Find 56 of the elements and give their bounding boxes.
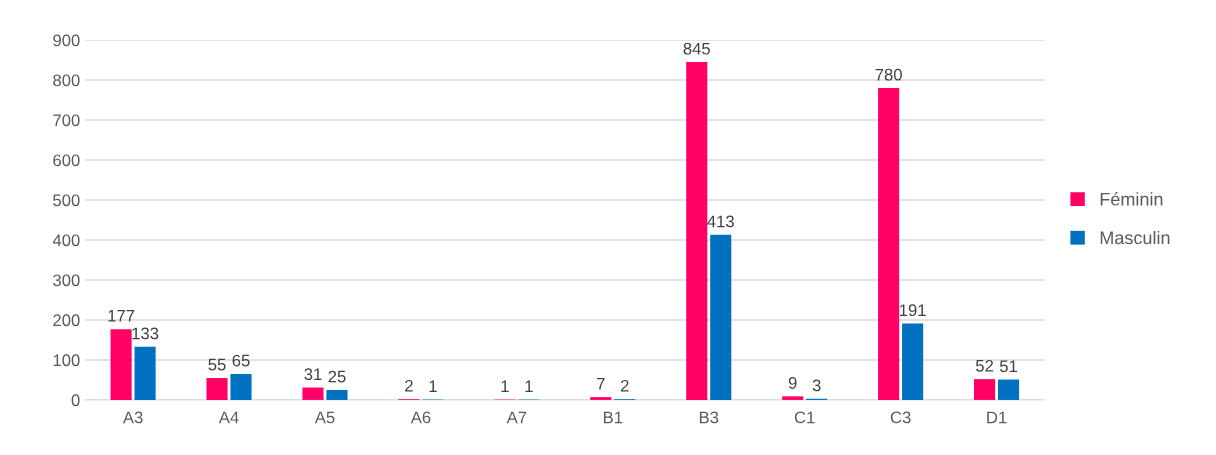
bar: [686, 62, 708, 400]
x-tick-label: D1: [987, 411, 1007, 424]
data-label: 2: [405, 379, 413, 392]
data-label: 3: [812, 379, 821, 392]
data-label: 413: [707, 215, 734, 228]
data-label: 191: [899, 304, 926, 317]
data-label: 780: [875, 68, 902, 81]
y-tick-label: 100: [53, 354, 80, 367]
x-tick-label: A4: [218, 411, 239, 424]
bar: [974, 379, 996, 400]
data-label: 51: [999, 360, 1018, 373]
bar: [302, 387, 324, 400]
x-tick-label: C3: [890, 411, 911, 424]
data-label: 845: [683, 42, 710, 55]
data-label: 25: [328, 370, 346, 383]
y-tick-label: 400: [52, 234, 80, 247]
bar: [206, 377, 228, 400]
y-tick-label: 700: [53, 114, 80, 127]
x-tick-label: B1: [603, 411, 623, 424]
x-tick-label: A3: [122, 411, 143, 424]
bar: [710, 234, 732, 400]
bar: [902, 323, 924, 400]
bar: [782, 396, 804, 400]
data-label: 52: [975, 359, 994, 372]
data-label: 31: [304, 368, 322, 381]
x-tick-label: C1: [794, 411, 815, 424]
bar: [230, 373, 252, 400]
data-label: 133: [132, 327, 159, 340]
data-label: 9: [788, 377, 797, 389]
x-tick-label: B3: [699, 411, 719, 424]
bar: [998, 379, 1020, 400]
data-label: 1: [429, 380, 437, 392]
x-tick-label: A5: [314, 411, 335, 424]
bar: [878, 88, 900, 400]
data-label: 65: [232, 354, 250, 367]
data-label: 177: [108, 310, 135, 322]
bar: [590, 397, 612, 400]
data-label: 55: [208, 358, 226, 371]
legend-label: Masculin: [1100, 230, 1170, 245]
legend-label: Féminin: [1100, 192, 1163, 206]
y-tick-label: 0: [71, 394, 80, 407]
y-tick-label: 200: [53, 314, 80, 327]
y-tick-label: 600: [53, 154, 80, 167]
x-tick-label: A7: [506, 411, 527, 424]
data-label: 2: [621, 379, 629, 392]
data-label: 1: [501, 380, 509, 392]
y-tick-label: 900: [53, 34, 80, 47]
data-label: 7: [597, 378, 605, 390]
y-tick-label: 800: [53, 74, 80, 87]
data-label: 1: [525, 380, 533, 392]
y-tick-label: 500: [53, 194, 80, 207]
x-tick-label: A6: [410, 411, 431, 424]
bar: [326, 389, 348, 400]
y-tick-label: 300: [53, 274, 80, 287]
bar: [134, 346, 156, 400]
bar: [110, 329, 132, 400]
